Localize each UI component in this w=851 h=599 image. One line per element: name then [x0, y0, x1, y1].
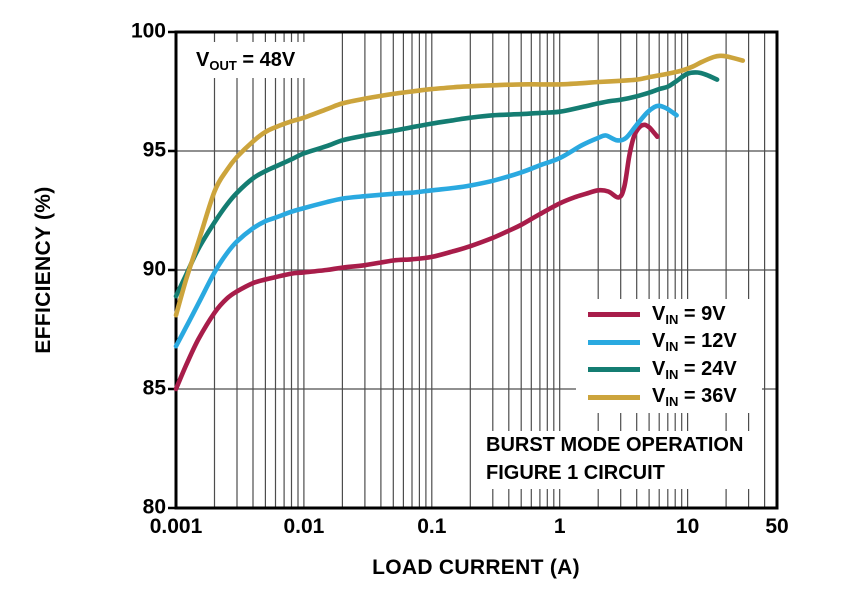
legend-item-36v: VIN = 36V	[576, 385, 762, 409]
y-tick-label-85: 85	[142, 376, 166, 400]
legend-swatch	[588, 312, 640, 318]
note-burst-mode: BURST MODE OPERATION	[486, 434, 744, 456]
y-tick-label-100: 100	[130, 19, 166, 43]
x-tick-label-1: 1	[553, 515, 566, 538]
curve-vin-36v	[173, 53, 746, 318]
legend-label: VIN = 36V	[652, 385, 737, 410]
legend-label: VIN = 24V	[652, 357, 737, 382]
curve-vin-12v	[173, 103, 679, 349]
x-tick-label-0.1: 0.1	[417, 515, 447, 538]
curve-vin-9v	[173, 122, 660, 392]
note-figure-circuit: FIGURE 1 CIRCUIT	[486, 462, 665, 484]
legend-item-12v: VIN = 12V	[576, 330, 762, 354]
legend-label: VIN = 9V	[652, 302, 726, 327]
y-tick-label-80: 80	[142, 495, 166, 519]
plot-border	[174, 30, 779, 510]
legend-swatch	[588, 339, 640, 345]
legend: VIN = 9V VIN = 12V VIN = 24V VIN = 36V	[576, 299, 762, 413]
x-tick-label-0.001: 0.001	[149, 515, 203, 538]
legend-swatch	[588, 394, 640, 400]
vout-annotation: VOUT = 48V	[186, 42, 318, 78]
x-tick-label-10: 10	[675, 515, 700, 538]
y-tick-label-95: 95	[142, 138, 166, 162]
curve-vin-24v	[173, 70, 720, 299]
vout-annotation-sub: OUT	[209, 58, 237, 73]
vout-annotation-base: V	[196, 49, 210, 71]
operation-notes: BURST MODE OPERATION FIGURE 1 CIRCUIT	[478, 431, 756, 489]
legend-item-24v: VIN = 24V	[576, 358, 762, 382]
legend-swatch	[588, 367, 640, 373]
y-axis-title: EFFICIENCY (%)	[32, 186, 55, 354]
x-tick-label-0.01: 0.01	[283, 515, 325, 538]
legend-item-9v: VIN = 9V	[576, 303, 762, 327]
legend-label: VIN = 12V	[652, 330, 737, 355]
y-tick-label-90: 90	[142, 257, 166, 281]
vout-annotation-value: = 48V	[242, 49, 296, 71]
x-axis-title: LOAD CURRENT (A)	[372, 556, 580, 579]
x-tick-label-50: 50	[765, 515, 789, 538]
